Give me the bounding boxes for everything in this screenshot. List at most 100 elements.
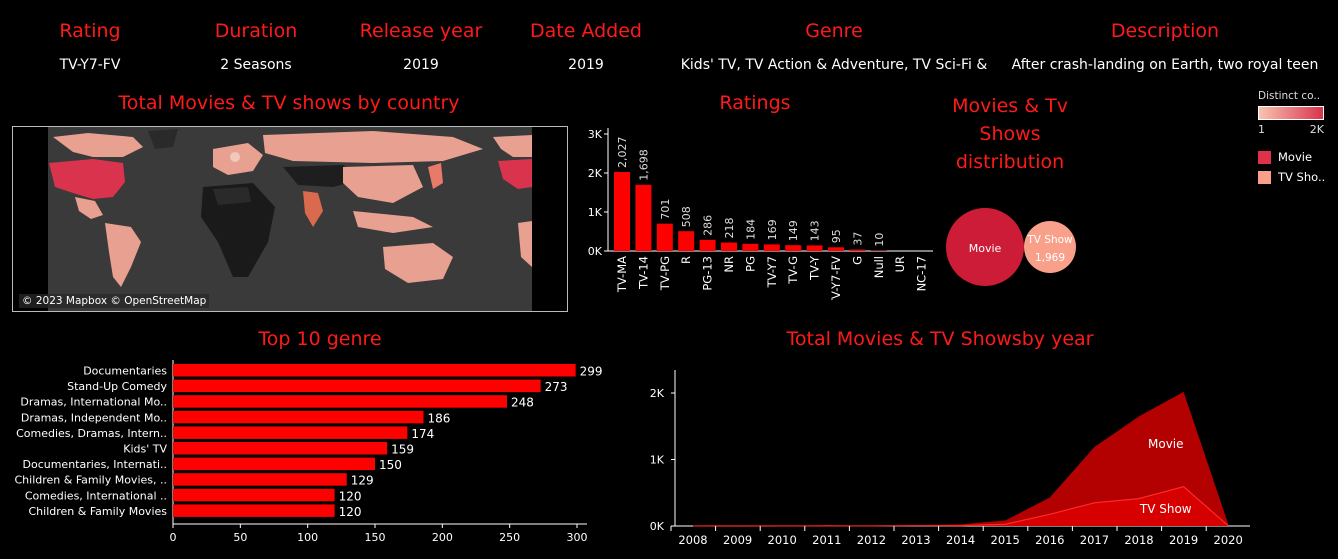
- map-country-south-america[interactable]: [105, 223, 141, 287]
- map-country-usa-wrap[interactable]: [498, 159, 532, 189]
- genre-category-label: Dramas, Independent Mo..: [21, 411, 167, 424]
- header-label-description: Description: [1110, 20, 1220, 42]
- legend-swatch-movie: [1258, 150, 1271, 164]
- ratings-category-label-null: Null: [872, 256, 886, 278]
- ratings-bar-tv-ma[interactable]: [614, 171, 630, 251]
- area-label-movie: Movie: [1148, 437, 1184, 451]
- ratings-category-label-g: G: [850, 256, 864, 265]
- area-series-tvshow[interactable]: [693, 486, 1229, 526]
- ratings-value-label-tv-14: 1,698: [637, 149, 650, 181]
- header-value-description[interactable]: After crash-landing on Earth, two royal …: [1011, 57, 1319, 73]
- legend-max: 2K: [1309, 123, 1324, 136]
- world-map[interactable]: © 2023 Mapbox © OpenStreetMap: [12, 126, 568, 312]
- ratings-bar-tv-y7[interactable]: [763, 244, 780, 251]
- ratings-value-label-nr: 218: [723, 217, 736, 238]
- ratings-value-label-g: 37: [851, 232, 864, 246]
- header-value-duration[interactable]: 2 Seasons: [220, 57, 292, 73]
- genre-value-label: 120: [339, 489, 362, 503]
- genre-bar-stand-up-comedy[interactable]: [173, 379, 541, 393]
- genre-bar-documentaries-internati[interactable]: [173, 457, 375, 471]
- ratings-bar-tv-pg[interactable]: [656, 223, 673, 251]
- ratings-value-label-tv-y7-fv: 95: [830, 229, 843, 243]
- area-line-tvshow: [692, 485, 1229, 527]
- bubble-tvshow-label: TV Show: [1026, 234, 1073, 246]
- map-country-sa-wrap[interactable]: [518, 221, 532, 267]
- genre-bar-comedies-dramas-intern[interactable]: [173, 426, 408, 439]
- ratings-bar-tv-g[interactable]: [785, 245, 802, 251]
- ratings-category-label-pg: PG: [743, 256, 757, 272]
- map-country-canada[interactable]: [53, 133, 143, 157]
- map-country-uk[interactable]: [230, 152, 240, 162]
- genre-bar-kids-tv[interactable]: [173, 442, 388, 455]
- legend-item-tvshow[interactable]: TV Sho..: [1258, 170, 1336, 184]
- ratings-value-label-tv-pg: 701: [659, 199, 672, 220]
- map-country-usa[interactable]: [49, 159, 125, 199]
- ratings-bar-nr[interactable]: [721, 242, 737, 251]
- genre-xtick-label: 250: [499, 531, 520, 544]
- ratings-bar-r[interactable]: [678, 231, 695, 251]
- genre-bar-comedies-international[interactable]: [173, 488, 335, 502]
- ratings-ytick-label: 2K: [588, 167, 603, 180]
- genre-xtick-label: 300: [567, 531, 588, 544]
- map-country-russia[interactable]: [263, 131, 483, 163]
- genre-bar-dramas-independent-mo[interactable]: [173, 410, 424, 424]
- genre-value-label: 186: [427, 411, 450, 425]
- ratings-bar-tv-y[interactable]: [806, 245, 823, 251]
- year-ytick-label: 2K: [650, 387, 665, 400]
- map-country-mexico[interactable]: [75, 197, 103, 219]
- bubble-tvshow[interactable]: [1024, 221, 1076, 273]
- genre-value-label: 159: [391, 443, 414, 457]
- distribution-bubble-chart: Movie TV Show 1,969: [946, 208, 1076, 286]
- year-xtick-label: 2009: [723, 533, 752, 547]
- legend-item-movie[interactable]: Movie: [1258, 150, 1336, 164]
- ratings-category-label-pg-13: PG-13: [701, 256, 715, 291]
- map-africa: [201, 183, 275, 277]
- ratings-value-label-r: 508: [680, 206, 693, 227]
- year-xtick-label: 2015: [991, 533, 1020, 547]
- map-country-india[interactable]: [303, 191, 323, 227]
- ratings-bar-pg[interactable]: [742, 243, 759, 251]
- ratings-category-label-tv-y7-fv: TV-Y7-FV: [829, 256, 843, 300]
- header-value-release-year[interactable]: 2019: [403, 57, 439, 73]
- ratings-title: Ratings: [719, 92, 791, 114]
- genre-bar-documentaries[interactable]: [173, 364, 576, 377]
- header-value-genre[interactable]: Kids' TV, TV Action & Adventure, TV Sci-…: [680, 57, 988, 73]
- year-ytick-label: 1K: [650, 454, 665, 467]
- year-xtick-label: 2012: [857, 533, 886, 547]
- header-value-date-added[interactable]: 2019: [568, 57, 604, 73]
- genre-bar-children-family-movies[interactable]: [173, 473, 347, 486]
- ratings-bar-pg-13[interactable]: [699, 239, 716, 251]
- bubble-movie[interactable]: [946, 208, 1024, 286]
- map-country-japan[interactable]: [428, 163, 443, 189]
- map-country-china[interactable]: [343, 165, 423, 203]
- area-series-movie[interactable]: [693, 391, 1229, 526]
- map-credit[interactable]: © 2023 Mapbox © OpenStreetMap: [19, 294, 210, 308]
- map-country-canada-wrap[interactable]: [493, 135, 532, 157]
- ratings-bar-tv-14[interactable]: [635, 184, 652, 251]
- legend-label-movie: Movie: [1278, 150, 1313, 164]
- genre-category-label: Stand-Up Comedy: [67, 380, 167, 393]
- map-country-se-asia[interactable]: [353, 211, 433, 233]
- ratings-bar-tv-y7-fv[interactable]: [828, 247, 844, 251]
- ratings-bar-g[interactable]: [849, 249, 866, 251]
- map-country-australia[interactable]: [383, 243, 453, 283]
- genre-value-label: 120: [339, 505, 362, 519]
- year-xtick-label: 2014: [946, 533, 975, 547]
- ratings-category-label-tv-g: TV-G: [786, 256, 800, 285]
- year-xtick-label: 2010: [768, 533, 797, 547]
- distribution-title-line-1: Movies & Tv: [952, 95, 1068, 117]
- color-legend: Distinct co.. 1 2K Movie TV Sho..: [1258, 90, 1336, 184]
- genre-value-label: 299: [580, 365, 603, 379]
- header-value-rating[interactable]: TV-Y7-FV: [59, 57, 121, 73]
- legend-min: 1: [1258, 123, 1265, 136]
- genre-bar-children-family-movies[interactable]: [173, 504, 335, 517]
- genre-value-label: 174: [411, 427, 434, 441]
- ratings-category-label-tv-pg: TV-PG: [658, 256, 672, 291]
- ratings-value-label-tv-y7: 169: [766, 219, 779, 240]
- genre-category-label: Children & Family Movies, ..: [14, 474, 167, 487]
- year-xtick-label: 2013: [901, 533, 930, 547]
- header-label-rating: Rating: [59, 20, 121, 42]
- ratings-chart: 3K 2K 1K 0K 2,027 TV-MA 1,698 TV-14 701 TV-PG 508 R…: [588, 128, 933, 300]
- ratings-value-label-tv-y: 143: [809, 220, 822, 241]
- genre-bar-dramas-international-mo[interactable]: [173, 395, 507, 408]
